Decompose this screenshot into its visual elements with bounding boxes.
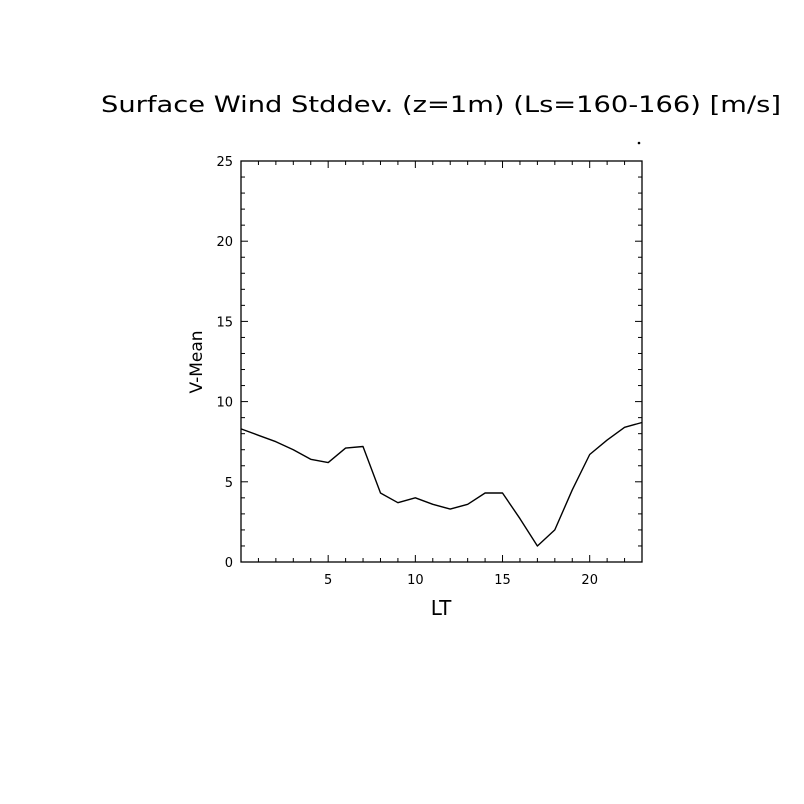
x-tick-label: 5 — [324, 573, 332, 588]
x-tick-label: 15 — [494, 573, 511, 588]
y-tick-label: 10 — [216, 396, 233, 411]
y-tick-label: 25 — [216, 155, 233, 170]
corner-dot — [637, 141, 641, 145]
tick-labels-layer: 5 10 15 20 0 5 10 15 20 25 — [216, 155, 598, 588]
x-tick-label: 20 — [581, 573, 598, 588]
series-layer — [240, 421, 643, 547]
chart-title: Surface Wind Stddev. (z=1m) (Ls=160-166)… — [101, 93, 781, 118]
x-tick-label: 10 — [407, 573, 424, 588]
y-axis-label: V-Mean — [187, 330, 207, 393]
y-tick-label: 5 — [225, 476, 233, 491]
y-tick-label: 20 — [216, 235, 233, 250]
y-tick-label: 15 — [216, 315, 233, 330]
y-tick-label: 0 — [225, 556, 233, 571]
x-axis-label: LT — [431, 596, 452, 620]
series-line — [240, 421, 643, 547]
plot-frame — [240, 160, 643, 563]
ticks-layer — [240, 160, 643, 563]
